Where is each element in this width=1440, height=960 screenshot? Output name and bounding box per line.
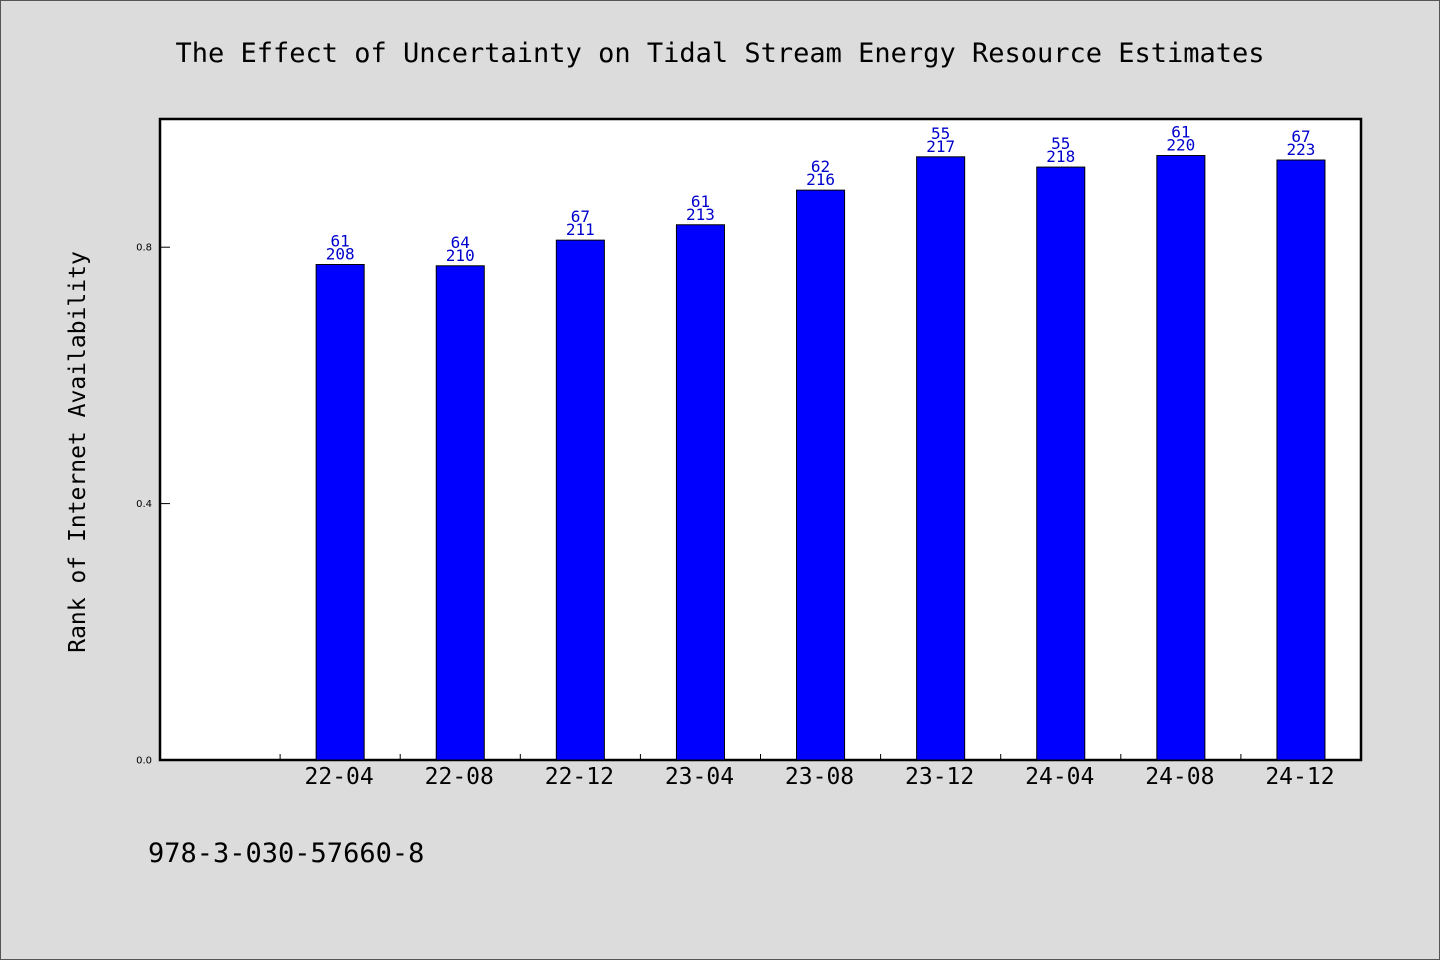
bar-label-bottom: 210: [446, 246, 475, 265]
bar-series: [315, 155, 1326, 761]
x-axis-ticks: 22-04 22-08 22-12 23-04 23-08 23-12 24-04 24-08…: [279, 754, 1335, 790]
y-axis-label: Rank of Internet Availability: [65, 251, 91, 653]
x-tick-label: 22-04: [305, 764, 374, 790]
x-tick-label: 24-04: [1025, 764, 1094, 790]
bar-label-top: 67: [1291, 127, 1310, 146]
y-tick-label: 0.8: [136, 243, 152, 254]
x-tick-label: 23-04: [665, 764, 734, 790]
bar-label-bottom: 220: [1166, 136, 1195, 155]
y-tick-label: 0.0: [136, 756, 152, 767]
bar-label-top: 64: [451, 233, 470, 252]
bar-label-top: 67: [571, 207, 590, 226]
isbn-text: 978-3-030-57660-8: [148, 838, 424, 869]
bar-label-bottom: 213: [686, 205, 715, 224]
bar-label-bottom: 218: [1046, 147, 1075, 166]
bar-label-top: 55: [931, 124, 950, 143]
bar-label-bottom: 211: [566, 220, 595, 239]
bar-label-bottom: 216: [806, 170, 835, 189]
x-tick-label: 22-08: [425, 764, 494, 790]
bar-label-top: 61: [691, 192, 710, 211]
bar-label-top: 61: [331, 232, 350, 251]
bar-label-top: 55: [1051, 134, 1070, 153]
chart-title: The Effect of Uncertainty on Tidal Strea…: [175, 38, 1264, 69]
x-tick-label: 24-08: [1145, 764, 1214, 790]
bar-label-bottom: 208: [326, 245, 355, 264]
bar-label-top: 61: [1171, 123, 1190, 142]
bar: [796, 189, 846, 761]
x-tick-label: 22-12: [545, 764, 614, 790]
bar: [1036, 166, 1086, 761]
bar: [1156, 155, 1206, 761]
x-tick-label: 23-08: [785, 764, 854, 790]
bar: [315, 264, 365, 761]
bar-label-bottom: 217: [926, 137, 955, 156]
y-axis-ticks: 0.0 0.4 0.8: [136, 243, 170, 767]
bar: [1276, 159, 1326, 761]
bar: [555, 239, 605, 761]
bar-label-bottom: 223: [1286, 140, 1315, 159]
bar: [675, 224, 725, 761]
x-tick-label: 23-12: [905, 764, 974, 790]
bar: [435, 265, 485, 761]
bar: [916, 156, 966, 761]
bar-label-top: 62: [811, 157, 830, 176]
y-tick-label: 0.4: [136, 499, 152, 510]
x-tick-label: 24-12: [1265, 764, 1334, 790]
